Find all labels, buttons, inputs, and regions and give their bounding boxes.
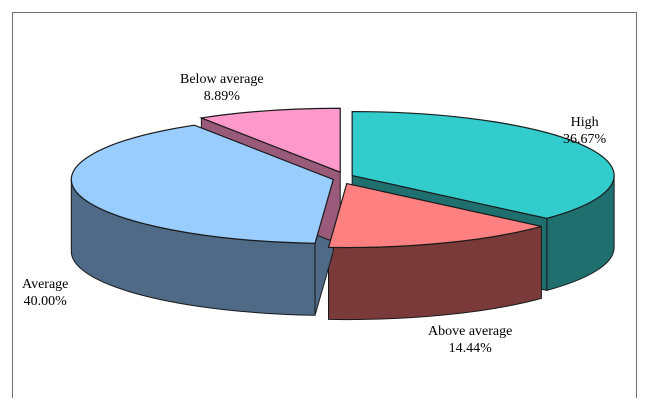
slice-above-average [327,182,542,249]
label-high-value: 36.67% [563,132,607,147]
label-average-value: 40.00% [23,294,67,309]
slice-below-average [199,107,341,174]
label-below-average-name: Below average [180,72,264,87]
pie-tops [70,107,615,249]
slice-high [351,110,615,220]
label-high-name: High [570,115,599,130]
label-above-average-name: Above average [428,324,513,339]
label-above-average: Above average 14.44% [428,323,512,357]
slice-average [70,124,335,244]
label-average-name: Average [22,277,69,292]
label-high: High 36.67% [563,114,606,148]
label-average: Average 40.00% [22,276,68,310]
pie-sides [70,117,615,321]
label-above-average-value: 14.44% [448,341,492,356]
label-below-average-value: 8.89% [203,89,240,104]
label-below-average: Below average 8.89% [180,71,264,105]
